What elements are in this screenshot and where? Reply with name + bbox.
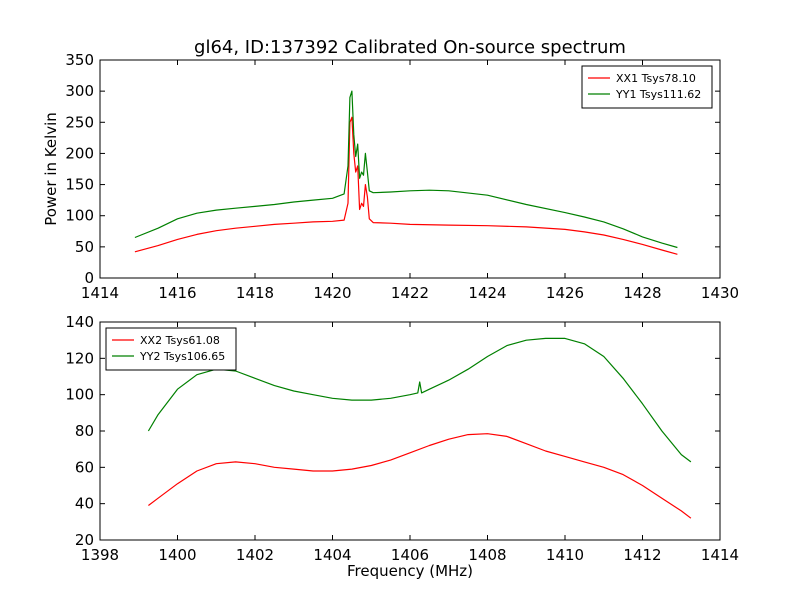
x-tick-label: 1400 bbox=[158, 546, 196, 564]
x-tick-label: 1412 bbox=[623, 546, 661, 564]
x-tick-label: 1426 bbox=[546, 284, 584, 302]
legend-box bbox=[105, 327, 237, 371]
x-tick-label: 1404 bbox=[313, 546, 351, 564]
legend-label: XX2 Tsys61.08 bbox=[140, 334, 220, 347]
x-tick-label: 1408 bbox=[468, 546, 506, 564]
x-tick-label: 1416 bbox=[158, 284, 196, 302]
x-tick-label: 1428 bbox=[623, 284, 661, 302]
y-tick-label: 100 bbox=[65, 207, 94, 225]
y-tick-label: 250 bbox=[65, 113, 94, 131]
legend-label: YY2 Tsys106.65 bbox=[139, 350, 225, 363]
top-spectrum-plot: 1414 1416 1418 1420 1422 1424 1426 1428 1430 0 50 1… bbox=[65, 51, 739, 302]
x-tick-label: 1424 bbox=[468, 284, 506, 302]
x-axis-label: Frequency (MHz) bbox=[347, 562, 473, 580]
x-tick-label: 1422 bbox=[391, 284, 429, 302]
y-tick-label: 60 bbox=[75, 458, 94, 476]
series-line-xx2 bbox=[148, 433, 692, 519]
x-tick-label: 1420 bbox=[313, 284, 351, 302]
y-tick-label: 50 bbox=[75, 238, 94, 256]
x-tick-label: 1430 bbox=[701, 284, 739, 302]
x-tick-label: 1410 bbox=[546, 546, 584, 564]
y-tick-label: 100 bbox=[65, 386, 94, 404]
x-tick-label: 1402 bbox=[236, 546, 274, 564]
y-tick-label: 200 bbox=[65, 144, 94, 162]
series-line-yy1 bbox=[134, 90, 678, 249]
y-tick-label: 40 bbox=[75, 495, 94, 513]
series-line-xx1 bbox=[134, 116, 678, 255]
x-tick-label: 1414 bbox=[701, 546, 739, 564]
bottom-spectrum-plot: 1398 1400 1402 1404 1406 1408 1410 1412 1414 20 40… bbox=[65, 313, 739, 564]
x-tick-label: 1414 bbox=[81, 284, 119, 302]
figure-title: gl64, ID:137392 Calibrated On-source spe… bbox=[194, 37, 626, 58]
y-tick-label: 350 bbox=[65, 51, 94, 69]
y-axis-label: Power in Kelvin bbox=[42, 112, 60, 226]
x-tick-label: 1398 bbox=[81, 546, 119, 564]
y-tick-label: 0 bbox=[84, 269, 94, 287]
x-tick-label: 1418 bbox=[236, 284, 274, 302]
y-tick-label: 80 bbox=[75, 422, 94, 440]
x-tick-label: 1406 bbox=[391, 546, 429, 564]
y-tick-label: 300 bbox=[65, 82, 94, 100]
legend-label: YY1 Tsys111.62 bbox=[615, 88, 701, 101]
legend-label: XX1 Tsys78.10 bbox=[616, 72, 696, 85]
y-tick-label: 140 bbox=[65, 313, 94, 331]
y-tick-label: 120 bbox=[65, 349, 94, 367]
legend: XX2 Tsys61.08 YY2 Tsys106.65 bbox=[105, 327, 237, 371]
series-line-yy2 bbox=[147, 337, 692, 463]
legend: XX1 Tsys78.10 YY1 Tsys111.62 bbox=[581, 65, 713, 109]
legend-box bbox=[581, 65, 713, 109]
y-tick-label: 150 bbox=[65, 176, 94, 194]
y-tick-label: 20 bbox=[75, 531, 94, 549]
